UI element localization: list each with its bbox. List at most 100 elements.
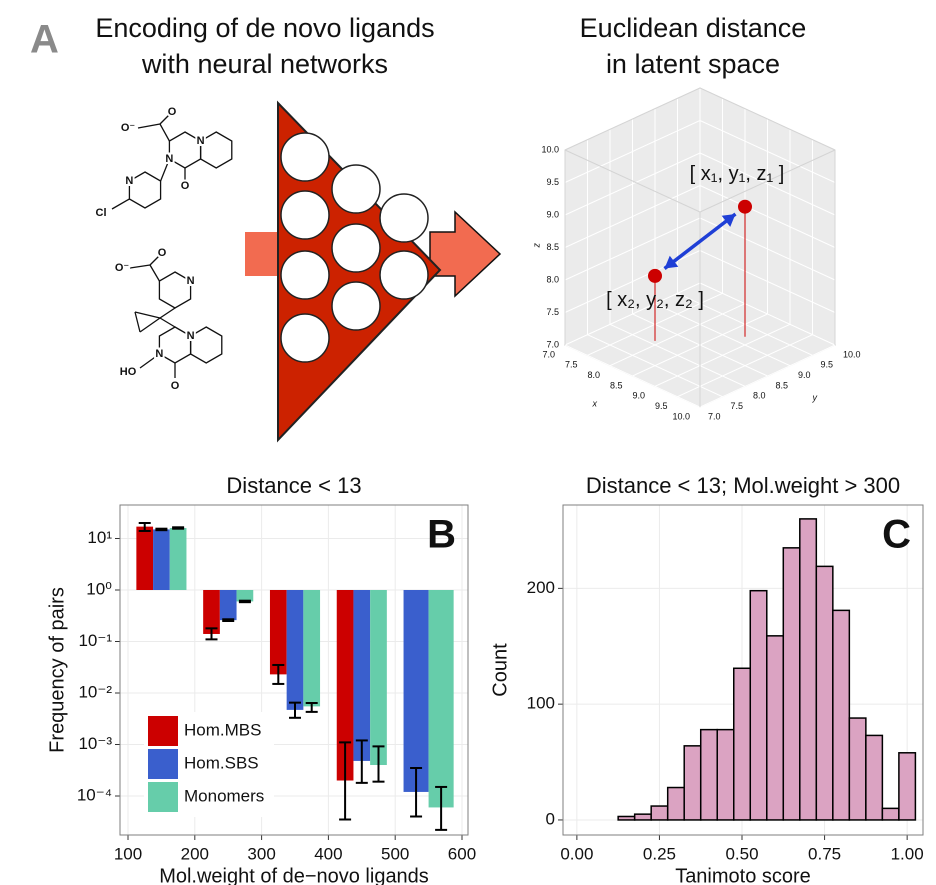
x-tick-label: 9.5 bbox=[655, 401, 668, 411]
neural-network bbox=[245, 103, 500, 440]
bar bbox=[429, 590, 454, 807]
x-tick-label: 500 bbox=[381, 844, 409, 863]
neuron bbox=[281, 251, 329, 299]
histogram-bar bbox=[684, 746, 701, 820]
x-tick-label: 7.5 bbox=[565, 360, 578, 370]
atom-label: N bbox=[125, 175, 133, 187]
legend-key bbox=[148, 716, 178, 746]
histogram-bar bbox=[849, 718, 866, 820]
atom-label: O⁻ bbox=[115, 262, 130, 274]
bar bbox=[353, 590, 370, 761]
histogram-bar bbox=[833, 610, 850, 820]
atom-label: N bbox=[197, 135, 205, 147]
histogram-bar bbox=[866, 735, 883, 820]
atom-label: N bbox=[165, 153, 173, 165]
histogram-bar bbox=[618, 816, 635, 819]
histogram-bar bbox=[668, 788, 685, 820]
x-axis-title: Tanimoto score bbox=[675, 865, 811, 885]
atom-label: O bbox=[158, 247, 167, 259]
histogram-bar bbox=[899, 753, 916, 820]
bar bbox=[287, 590, 304, 710]
x-tick-label: 10.0 bbox=[672, 411, 690, 421]
figure: A Encoding of de novo ligands with neura… bbox=[0, 0, 936, 885]
panel-title: with neural networks bbox=[141, 49, 388, 79]
bar bbox=[220, 590, 237, 620]
legend-label: Hom.SBS bbox=[184, 753, 259, 772]
bar bbox=[136, 527, 153, 590]
histogram-bar bbox=[767, 636, 784, 820]
ring bbox=[129, 172, 160, 208]
y-tick-label: 8.5 bbox=[776, 380, 789, 390]
histogram-bar bbox=[701, 730, 718, 820]
chart-title: Distance < 13; Mol.weight > 300 bbox=[586, 473, 900, 498]
x-tick-label: 8.0 bbox=[587, 370, 600, 380]
y-tick-label: 0 bbox=[546, 809, 555, 828]
x-tick-label: 200 bbox=[181, 844, 209, 863]
atom-label: O bbox=[168, 106, 177, 118]
neuron bbox=[332, 282, 380, 330]
z-tick-label: 8.0 bbox=[546, 274, 559, 284]
y-tick-label: 200 bbox=[527, 578, 555, 597]
z-tick-label: 9.0 bbox=[546, 209, 559, 219]
atom-label: O⁻ bbox=[121, 122, 136, 134]
x-tick-label: 300 bbox=[247, 844, 275, 863]
bond bbox=[135, 312, 140, 332]
histogram-bar bbox=[717, 730, 734, 820]
panel-title: Encoding of de novo ligands bbox=[95, 13, 434, 43]
panel-title: Euclidean distance bbox=[580, 13, 807, 43]
histogram-bar bbox=[734, 668, 751, 820]
bond bbox=[130, 265, 150, 268]
y-tick-label: 10¹ bbox=[87, 528, 112, 547]
x-tick-label: 8.5 bbox=[610, 380, 623, 390]
histogram-bar bbox=[816, 566, 833, 820]
neuron bbox=[281, 133, 329, 181]
atom-label: O bbox=[171, 380, 180, 392]
point-label: [ x₂, y₂, z₂ ] bbox=[606, 289, 704, 311]
output-arrow bbox=[430, 212, 500, 296]
bar bbox=[404, 590, 429, 792]
point-label: [ x₁, y₁, z₁ ] bbox=[690, 163, 785, 185]
y-axis-title: Frequency of pairs bbox=[46, 587, 68, 753]
atom-label: N bbox=[187, 275, 195, 287]
x-axis-label: x bbox=[592, 398, 598, 408]
legend-key bbox=[148, 749, 178, 779]
legend-label: Hom.MBS bbox=[184, 720, 261, 739]
bond bbox=[160, 124, 169, 141]
histogram-bar bbox=[783, 548, 800, 820]
x-axis-title: Mol.weight of de−novo ligands bbox=[159, 865, 429, 885]
z-axis-label: z bbox=[531, 243, 541, 249]
bond bbox=[160, 308, 175, 318]
z-tick-label: 7.0 bbox=[546, 339, 559, 349]
atom-label: HO bbox=[120, 366, 137, 378]
histogram-bar bbox=[882, 808, 899, 820]
bond bbox=[138, 124, 160, 128]
y-tick-label: 8.0 bbox=[753, 391, 766, 401]
histogram-bar bbox=[635, 814, 652, 820]
y-tick-label: 10⁻⁴ bbox=[77, 785, 112, 804]
x-tick-label: 100 bbox=[114, 844, 142, 863]
histogram-bar bbox=[750, 591, 767, 820]
z-tick-label: 8.5 bbox=[546, 242, 559, 252]
x-tick-label: 0.25 bbox=[643, 844, 676, 863]
bar bbox=[170, 528, 187, 590]
neuron bbox=[380, 194, 428, 242]
x-tick-label: 7.0 bbox=[542, 349, 555, 359]
y-tick-label: 10⁰ bbox=[86, 579, 112, 598]
point bbox=[738, 200, 752, 214]
y-tick-label: 7.5 bbox=[731, 401, 744, 411]
y-axis-label: y bbox=[812, 392, 818, 402]
bond bbox=[112, 199, 129, 209]
panel-title: in latent space bbox=[606, 49, 780, 79]
bar bbox=[370, 590, 387, 765]
z-tick-label: 10.0 bbox=[541, 144, 559, 154]
y-axis-title: Count bbox=[489, 643, 511, 697]
x-tick-label: 400 bbox=[314, 844, 342, 863]
z-tick-label: 7.5 bbox=[546, 307, 559, 317]
y-tick-label: 10⁻¹ bbox=[78, 631, 112, 650]
y-tick-label: 100 bbox=[527, 694, 555, 713]
panel-letter: B bbox=[427, 513, 456, 557]
neuron bbox=[281, 314, 329, 362]
x-tick-label: 600 bbox=[448, 844, 476, 863]
atom-label: O bbox=[181, 180, 190, 192]
